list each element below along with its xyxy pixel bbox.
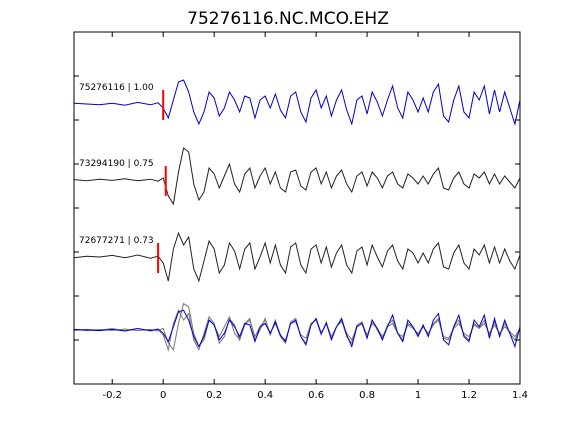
trace-3-line bbox=[73, 231, 521, 283]
overlay-trace-2-line bbox=[73, 302, 521, 351]
trace-2-line bbox=[73, 147, 521, 206]
x-tick-label: 1.4 bbox=[512, 390, 528, 401]
x-tick-label: 1 bbox=[415, 390, 421, 401]
x-tick-label: 0.4 bbox=[257, 390, 273, 401]
trace-1-line bbox=[73, 79, 521, 126]
x-tick-label: -0.2 bbox=[102, 390, 122, 401]
plot-area: 75276116 | 1.00 73294190 | 0.75 72677271 |… bbox=[73, 79, 521, 352]
trace-2-label: 73294190 | 0.75 bbox=[79, 159, 154, 169]
x-axis-ticks: -0.2 0 0.2 0.4 0.6 0.8 1 1.2 1.4 bbox=[102, 32, 528, 401]
overlay-trace-1-line bbox=[73, 309, 521, 349]
chart-title: 75276116.NC.MCO.EHZ bbox=[187, 9, 389, 29]
x-tick-label: 0.2 bbox=[206, 390, 222, 401]
trace-3-label: 72677271 | 0.73 bbox=[79, 236, 154, 246]
x-tick-label: 1.2 bbox=[461, 390, 477, 401]
x-tick-label: 0 bbox=[160, 390, 166, 401]
x-tick-label: 0.6 bbox=[308, 390, 324, 401]
y-axis-ticks bbox=[74, 31, 520, 385]
trace-1-label: 75276116 | 1.00 bbox=[79, 83, 154, 93]
x-tick-label: 0.8 bbox=[359, 390, 375, 401]
